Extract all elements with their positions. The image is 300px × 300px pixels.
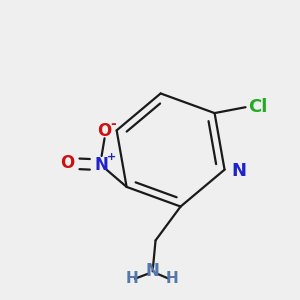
Text: N: N (95, 156, 109, 174)
Text: +: + (107, 152, 116, 163)
Text: O: O (98, 122, 112, 140)
Text: H: H (165, 271, 178, 286)
Text: H: H (126, 271, 138, 286)
Text: N: N (231, 162, 246, 180)
Text: Cl: Cl (248, 98, 268, 116)
Text: O: O (61, 154, 75, 172)
Text: N: N (146, 262, 160, 280)
Text: -: - (110, 117, 116, 130)
